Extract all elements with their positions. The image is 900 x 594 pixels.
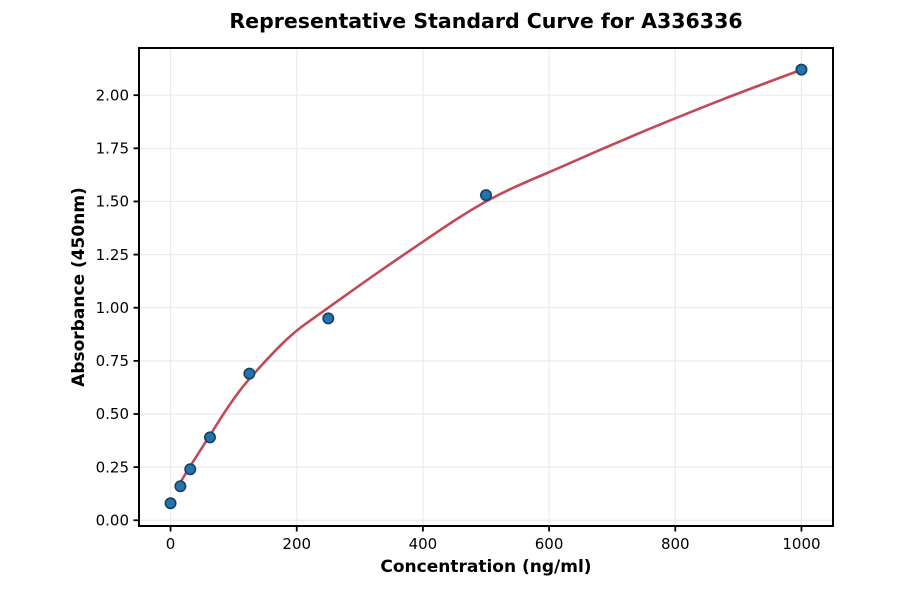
- data-point-marker: [479, 189, 492, 202]
- data-point-marker: [164, 497, 177, 510]
- y-tick-label: 1.25: [96, 246, 129, 264]
- data-point-marker: [174, 480, 187, 493]
- chart-title: Representative Standard Curve for A33633…: [229, 9, 742, 33]
- data-points-layer: [164, 63, 808, 510]
- y-tick-label: 1.50: [96, 193, 129, 211]
- y-tick-label: 0.00: [96, 511, 129, 529]
- x-tick-label: 400: [409, 535, 438, 553]
- x-tick-label: 1000: [782, 535, 820, 553]
- y-tick-label: 2.00: [96, 86, 129, 104]
- fit-curve-line: [178, 68, 803, 485]
- y-tick-label: 0.50: [96, 405, 129, 423]
- y-tick-label: 1.75: [96, 140, 129, 158]
- data-point-marker: [795, 63, 808, 76]
- plot-border: [138, 47, 834, 527]
- x-tick-label: 600: [535, 535, 564, 553]
- x-tick-label: 200: [282, 535, 311, 553]
- x-axis-label: Concentration (ng/ml): [380, 557, 591, 577]
- data-point-marker: [322, 312, 335, 325]
- x-tick-label: 800: [661, 535, 690, 553]
- y-tick-label: 1.00: [96, 299, 129, 317]
- x-tick-label: 0: [166, 535, 176, 553]
- data-point-marker: [243, 367, 256, 380]
- data-point-marker: [203, 431, 216, 444]
- y-tick-label: 0.75: [96, 352, 129, 370]
- grid-layer: [139, 48, 833, 526]
- axis-tick-layer: 0 200 400 600 800 1000 0.00 0.25 0.50 0.75 1.00 1.2…: [96, 86, 821, 553]
- y-axis-label: Absorbance (450nm): [69, 187, 89, 387]
- data-point-marker: [184, 463, 197, 476]
- y-tick-label: 0.25: [96, 458, 129, 476]
